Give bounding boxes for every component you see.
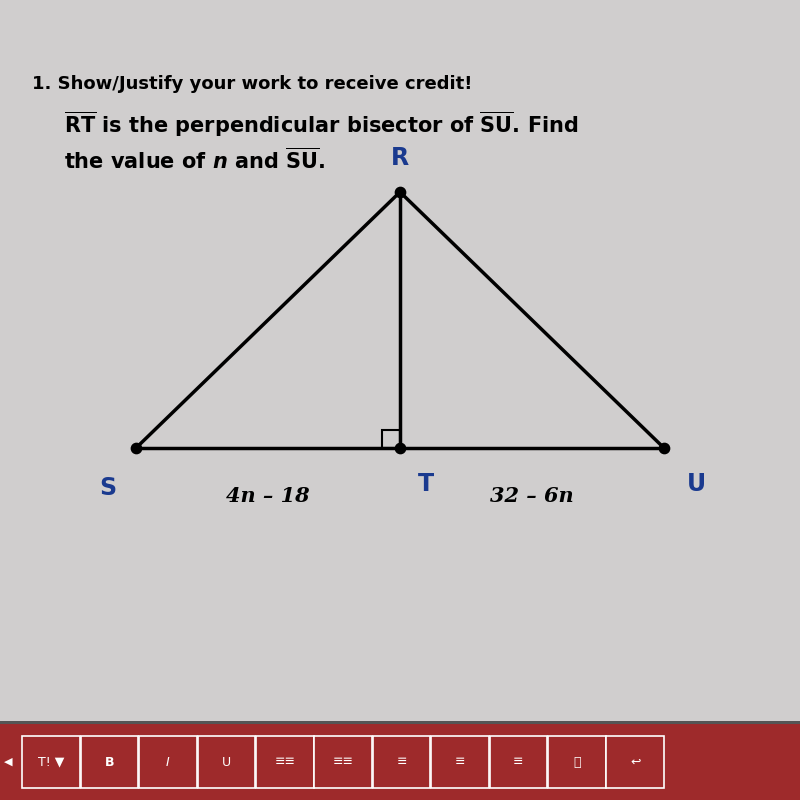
FancyBboxPatch shape: [256, 736, 314, 787]
Text: ≡: ≡: [454, 755, 466, 769]
Text: T: T: [418, 472, 434, 496]
Text: ≡: ≡: [513, 755, 524, 769]
FancyBboxPatch shape: [314, 736, 372, 787]
Point: [658, 442, 670, 454]
Text: R: R: [391, 146, 409, 170]
Text: ⛓: ⛓: [573, 755, 581, 769]
Text: B: B: [105, 755, 114, 769]
Text: ≡≡: ≡≡: [274, 755, 295, 769]
Text: 32 – 6n: 32 – 6n: [490, 486, 574, 506]
Bar: [0, 721, 800, 724]
FancyBboxPatch shape: [22, 736, 80, 787]
FancyBboxPatch shape: [490, 736, 547, 787]
Point: [130, 442, 142, 454]
Bar: [0, 724, 800, 800]
Text: I: I: [166, 755, 170, 769]
Text: ↩: ↩: [630, 755, 641, 769]
FancyBboxPatch shape: [198, 736, 255, 787]
Text: $\mathbf{\overline{RT}}$ is the perpendicular bisector of $\mathbf{\overline{SU}: $\mathbf{\overline{RT}}$ is the perpendi…: [64, 110, 578, 138]
Bar: [382, 430, 400, 448]
Text: 4n – 18: 4n – 18: [226, 486, 310, 506]
Text: ≡≡: ≡≡: [333, 755, 354, 769]
Point: [394, 186, 406, 198]
FancyBboxPatch shape: [139, 736, 197, 787]
FancyBboxPatch shape: [431, 736, 489, 787]
Text: ≡: ≡: [396, 755, 407, 769]
Text: ◀: ◀: [4, 757, 13, 767]
Text: U: U: [222, 755, 231, 769]
Point: [394, 442, 406, 454]
Text: S: S: [99, 476, 116, 500]
FancyBboxPatch shape: [373, 736, 430, 787]
Text: 1. Show/Justify your work to receive credit!: 1. Show/Justify your work to receive cre…: [32, 75, 472, 93]
Text: the value of $\boldsymbol{n}$ and $\mathbf{\overline{SU}}$.: the value of $\boldsymbol{n}$ and $\math…: [64, 147, 325, 173]
FancyBboxPatch shape: [606, 736, 664, 787]
FancyBboxPatch shape: [81, 736, 138, 787]
FancyBboxPatch shape: [548, 736, 606, 787]
Text: T! ▼: T! ▼: [38, 755, 64, 769]
Text: U: U: [686, 472, 706, 496]
